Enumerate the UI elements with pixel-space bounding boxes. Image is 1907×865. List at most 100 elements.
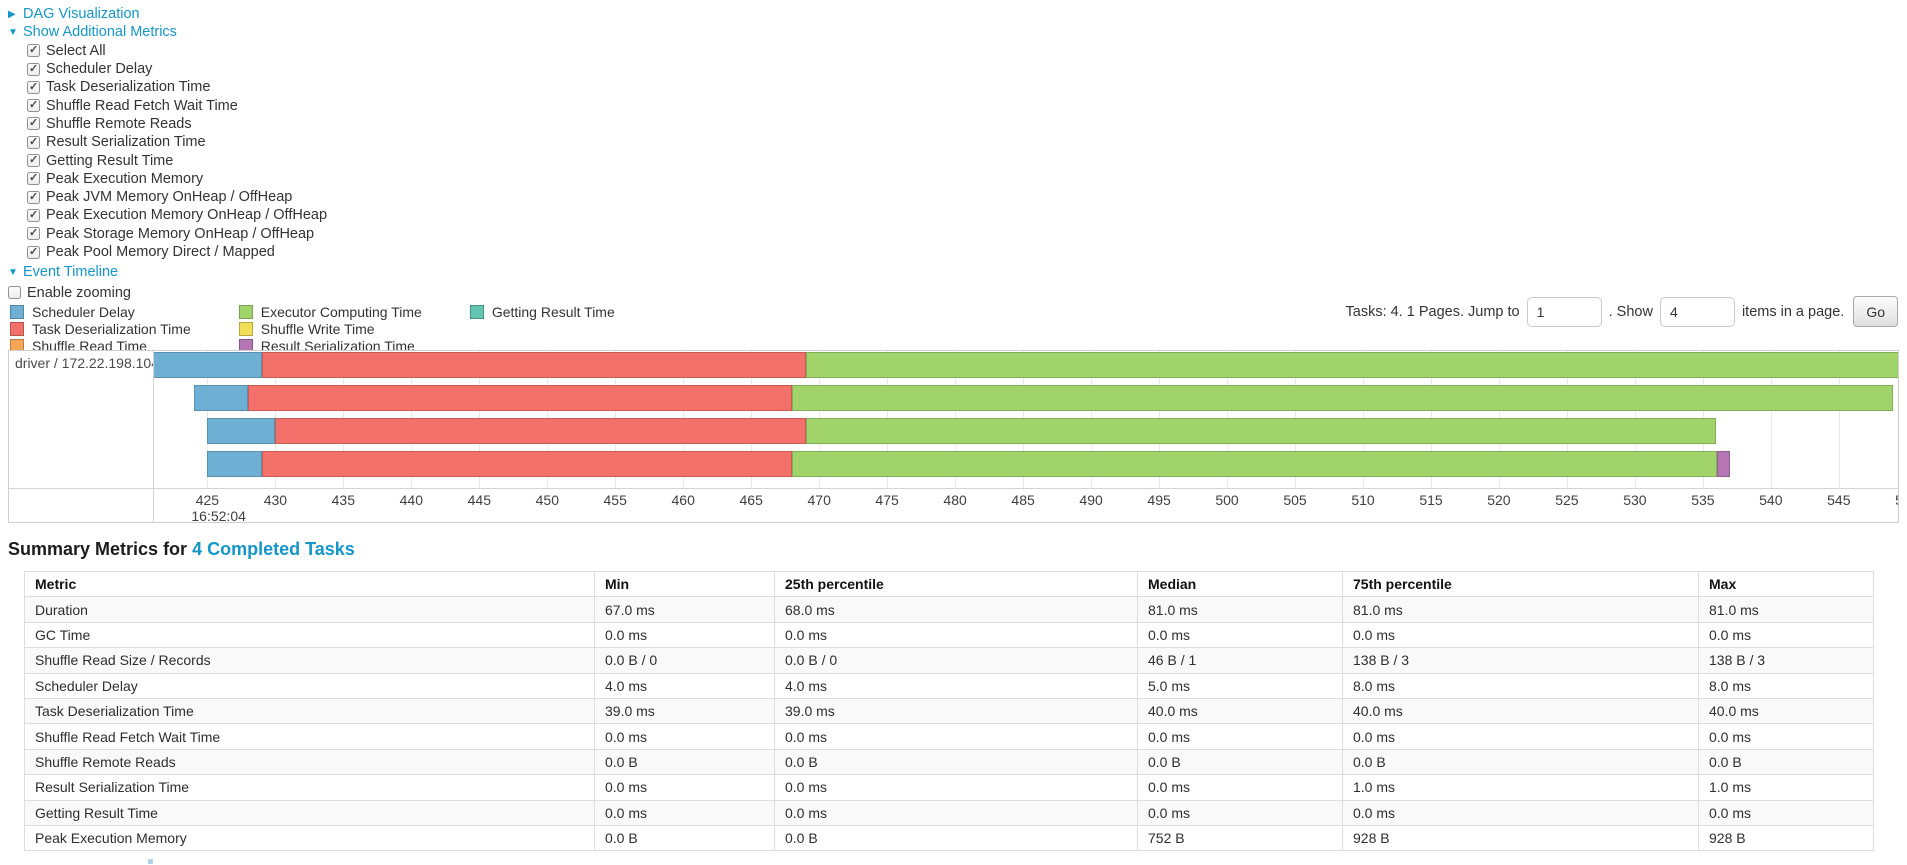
axis-tick-label: 515 (1419, 492, 1443, 508)
metric-checkbox-label: Shuffle Remote Reads (46, 115, 192, 132)
metric-checkbox[interactable] (27, 44, 40, 58)
metric-checkbox[interactable] (27, 62, 40, 76)
metric-checkbox-label: Result Serialization Time (46, 134, 206, 151)
metric-checkbox[interactable] (27, 227, 40, 241)
metric-value-cell: 5.0 ms (1137, 672, 1343, 699)
legend-item: Shuffle Write Time (238, 321, 422, 337)
go-button[interactable]: Go (1853, 296, 1898, 327)
metric-value-cell: 40.0 ms (1698, 697, 1874, 725)
metric-checkbox-row: Getting Result Time (27, 151, 327, 169)
metric-value-cell: 0.0 ms (1698, 799, 1874, 826)
show-additional-metrics-label: Show Additional Metrics (23, 24, 177, 41)
axis-tick-label: 510 (1351, 492, 1375, 508)
legend-label: Task Deserialization Time (32, 321, 191, 337)
executor-computing-bar-segment (792, 451, 1717, 477)
metric-value-cell: 138 B / 3 (1342, 647, 1699, 674)
metric-checkbox[interactable] (27, 208, 40, 222)
metric-value-cell: 0.0 B (774, 748, 1138, 776)
group-column-divider (153, 351, 154, 522)
enable-zooming-row: Enable zooming (8, 283, 327, 301)
summary-column-header: Max (1698, 570, 1874, 598)
summary-column-header: Median (1137, 570, 1343, 598)
metric-value-cell: 68.0 ms (774, 596, 1138, 623)
metric-checkbox-row: Shuffle Read Fetch Wait Time (27, 96, 327, 114)
metric-value-cell: 39.0 ms (774, 697, 1138, 725)
metric-value-cell: 46 B / 1 (1137, 647, 1343, 674)
task-deserialization-bar-segment (261, 451, 792, 477)
axis-tick-label: 545 (1827, 492, 1851, 508)
axis-tick-label: 530 (1623, 492, 1647, 508)
metric-value-cell: 0.0 ms (1698, 621, 1874, 649)
stage-page-controls: ▶ DAG Visualization ▼ Show Additional Me… (8, 5, 327, 302)
summary-table-row: GC Time 0.0 ms 0.0 ms 0.0 ms 0.0 ms 0.0 ms (24, 621, 1874, 649)
metric-name-cell: Peak Execution Memory (24, 824, 595, 852)
completed-tasks-link[interactable]: 4 Completed Tasks (192, 539, 355, 559)
metric-checkbox[interactable] (27, 99, 40, 113)
axis-tick-label: 505 (1283, 492, 1307, 508)
show-additional-metrics-toggle[interactable]: ▼ Show Additional Metrics (8, 23, 327, 41)
metric-value-cell: 0.0 ms (1137, 723, 1343, 750)
enable-zooming-label: Enable zooming (27, 284, 131, 301)
metric-checkbox-row: Task Deserialization Time (27, 78, 327, 96)
dag-visualization-toggle[interactable]: ▶ DAG Visualization (8, 5, 327, 23)
legend-column: Scheduler Delay Task Deserialization Time… (10, 304, 191, 356)
axis-tick-label: 430 (263, 492, 288, 508)
expanded-caret-icon: ▼ (8, 266, 18, 278)
tasks-pages-summary: Tasks: 4. 1 Pages. Jump to (1345, 303, 1520, 320)
task-deserialization-swatch-icon (10, 322, 24, 336)
metric-checkbox-label: Scheduler Delay (46, 61, 153, 78)
metric-name-cell: Scheduler Delay (24, 672, 595, 699)
metric-value-cell: 928 B (1698, 824, 1874, 852)
metric-value-cell: 928 B (1342, 824, 1699, 852)
summary-column-header: 25th percentile (774, 570, 1138, 598)
metric-value-cell: 0.0 ms (774, 799, 1138, 826)
metric-name-cell: Task Deserialization Time (24, 697, 595, 725)
axis-tick-label: 455 (603, 492, 627, 508)
summary-column-header: Min (594, 570, 775, 598)
metric-checkbox[interactable] (27, 154, 40, 168)
axis-tick-label: 540 (1759, 492, 1783, 508)
legend-column: Executor Computing Time Shuffle Write Tim… (238, 304, 422, 356)
metric-checkbox[interactable] (27, 80, 40, 94)
metric-checkbox[interactable] (27, 245, 40, 259)
items-per-page-input[interactable] (1659, 296, 1735, 327)
metric-value-cell: 0.0 ms (594, 621, 775, 649)
metric-checkbox[interactable] (27, 117, 40, 131)
metric-checkbox-row: Peak Storage Memory OnHeap / OffHeap (27, 225, 327, 243)
timeline-axis-line (9, 488, 1898, 489)
metric-value-cell: 0.0 ms (1342, 799, 1699, 826)
task-deserialization-bar-segment (261, 352, 806, 378)
summary-heading-prefix: Summary Metrics for (8, 539, 188, 559)
metric-value-cell: 0.0 B (594, 748, 775, 776)
metric-value-cell: 67.0 ms (594, 596, 775, 623)
metric-value-cell: 4.0 ms (774, 672, 1138, 699)
metric-value-cell: 0.0 ms (594, 774, 775, 801)
metric-checkbox-row: Shuffle Remote Reads (27, 115, 327, 133)
axis-tick-label: 525 (1555, 492, 1579, 508)
legend-column: Getting Result Time (469, 304, 615, 356)
metric-value-cell: 0.0 ms (594, 799, 775, 826)
metric-value-cell: 0.0 ms (774, 723, 1138, 750)
summary-metrics-heading: Summary Metrics for 4 Completed Tasks (8, 539, 355, 560)
event-timeline-toggle[interactable]: ▼ Event Timeline (8, 263, 327, 281)
metric-checkbox[interactable] (27, 190, 40, 204)
metric-checkbox[interactable] (27, 135, 40, 149)
jump-to-page-input[interactable] (1526, 296, 1602, 327)
timeline-legend: Scheduler Delay Task Deserialization Time… (10, 304, 663, 356)
metric-value-cell: 8.0 ms (1342, 672, 1699, 699)
axis-tick-label: 435 (331, 492, 355, 508)
executor-computing-bar-segment (805, 352, 1898, 378)
legend-label: Getting Result Time (491, 304, 615, 320)
enable-zooming-checkbox[interactable] (8, 286, 21, 300)
summary-metrics-table: Metric Min 25th percentile Median 75th perce… (24, 570, 1874, 852)
metric-checkbox-row: Peak Pool Memory Direct / Mapped (27, 243, 327, 261)
metric-value-cell: 0.0 B (594, 824, 775, 852)
axis-tick-label: 550 (1895, 492, 1898, 508)
metric-value-cell: 138 B / 3 (1698, 647, 1874, 674)
getting-result-swatch-icon (469, 305, 484, 319)
metric-checkbox[interactable] (27, 172, 40, 186)
metric-checkbox-row: Peak JVM Memory OnHeap / OffHeap (27, 188, 327, 206)
metric-checkbox-label: Peak Pool Memory Direct / Mapped (46, 244, 275, 260)
summary-table-header-row: Metric Min 25th percentile Median 75th perce… (24, 570, 1874, 598)
executor-computing-swatch-icon (238, 305, 253, 319)
